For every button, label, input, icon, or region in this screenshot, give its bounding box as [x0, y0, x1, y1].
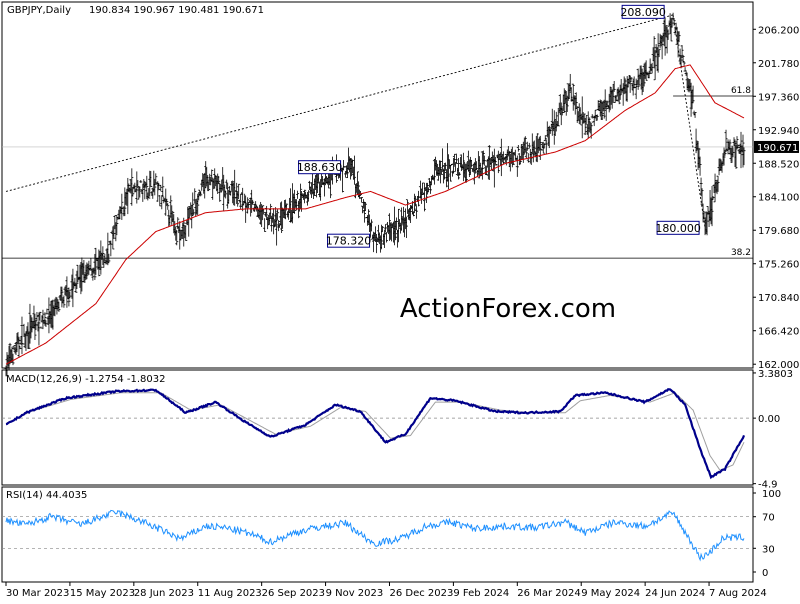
- price-tick-label: 166.420: [758, 327, 799, 338]
- x-tick-label: 15 May 2023: [70, 588, 135, 599]
- price-label: 178.320: [326, 235, 372, 248]
- price-horizontal-lines: 61.8 38.2: [2, 86, 753, 259]
- header-symbol: GBPJPY,Daily: [7, 5, 71, 16]
- last-price-tag-label: 190.671: [757, 143, 798, 154]
- price-label-box: [298, 160, 342, 175]
- watermark: ActionForex.com: [400, 294, 616, 324]
- macd-tick-label: 3.3803: [758, 369, 793, 380]
- price-tick-label: 206.200: [758, 25, 799, 36]
- price-tick-label: 170.840: [758, 293, 799, 304]
- x-tick-label: 30 Mar 2023: [6, 588, 69, 599]
- price-axis: 206.200 201.780 197.360 192.940 188.520 184.1…: [753, 25, 799, 371]
- price-panel-frame: [1, 1, 754, 369]
- price-tick-label: 197.360: [758, 92, 799, 103]
- rsi-levels: [2, 516, 753, 549]
- price-label: 208.090: [620, 6, 666, 19]
- fib-level-label: 38.2: [731, 248, 751, 258]
- x-tick-label: 9 Nov 2023: [326, 588, 384, 599]
- price-tick-label: 184.100: [758, 193, 799, 204]
- x-tick-label: 28 Jun 2023: [134, 588, 194, 599]
- price-tick-label: 192.940: [758, 126, 799, 137]
- fib-level-label: 61.8: [731, 86, 751, 96]
- rsi-tick-label: 100: [762, 489, 781, 500]
- price-label: 188.630: [297, 161, 343, 174]
- rsi-tick-label: 70: [762, 513, 775, 524]
- last-price-tag: 190.671: [754, 140, 799, 154]
- macd-panel: 3.3803 0.00 -4.9 MACD(12,26,9) -1.2754 -1.…: [1, 369, 793, 491]
- rsi-line: [5, 509, 745, 562]
- rsi-tick-label: 0: [762, 568, 768, 579]
- rsi-label: RSI(14) 44.4035: [6, 490, 87, 501]
- price-tick-label: 201.780: [758, 59, 799, 70]
- x-tick-label: 9 May 2024: [581, 588, 640, 599]
- rsi-panel-frame: [1, 486, 754, 583]
- price-tick-label: 175.260: [758, 260, 799, 271]
- price-label: 180.000: [655, 222, 701, 235]
- price-bars: [4, 12, 746, 377]
- x-tick-label: 26 Sep 2023: [262, 588, 325, 599]
- macd-tick-label: -4.9: [758, 480, 778, 491]
- x-tick-label: 26 Dec 2023: [389, 588, 453, 599]
- rsi-axis: 100 70 30 0: [753, 489, 781, 579]
- price-labels: 208.090 188.630 178.320 180.000: [297, 4, 701, 248]
- rsi-panel: 100 70 30 0 RSI(14) 44.4035: [1, 486, 781, 583]
- trendlines: [5, 14, 706, 228]
- price-label-box: [327, 233, 371, 248]
- trendline: [5, 14, 674, 192]
- price-tick-label: 179.680: [758, 226, 799, 237]
- price-tick-label: 188.520: [758, 159, 799, 170]
- macd-tick-label: 0.00: [758, 414, 780, 425]
- header-ohlc: 190.834 190.967 190.481 190.671: [89, 5, 264, 16]
- x-tick-label: 7 Aug 2024: [709, 588, 767, 599]
- macd-line: [5, 388, 746, 480]
- x-tick-label: 24 Jun 2024: [645, 588, 705, 599]
- price-tick-label: 162.000: [758, 360, 799, 371]
- price-label-box: [656, 220, 700, 235]
- price-panel: 206.200 201.780 197.360 192.940 188.520 184.1…: [1, 1, 799, 377]
- moving-average-line: [5, 64, 745, 365]
- x-tick-label: 11 Aug 2023: [198, 588, 262, 599]
- price-label-box: [621, 4, 665, 19]
- macd-panel-frame: [1, 369, 754, 486]
- macd-axis: 3.3803 0.00 -4.9: [753, 369, 793, 491]
- last-price-tag-box: [754, 140, 799, 153]
- macd-label: MACD(12,26,9) -1.2754 -1.8032: [6, 374, 166, 385]
- x-tick-label: 26 Mar 2024: [517, 588, 580, 599]
- rsi-tick-label: 30: [762, 544, 775, 555]
- x-tick-label: 9 Feb 2024: [453, 588, 509, 599]
